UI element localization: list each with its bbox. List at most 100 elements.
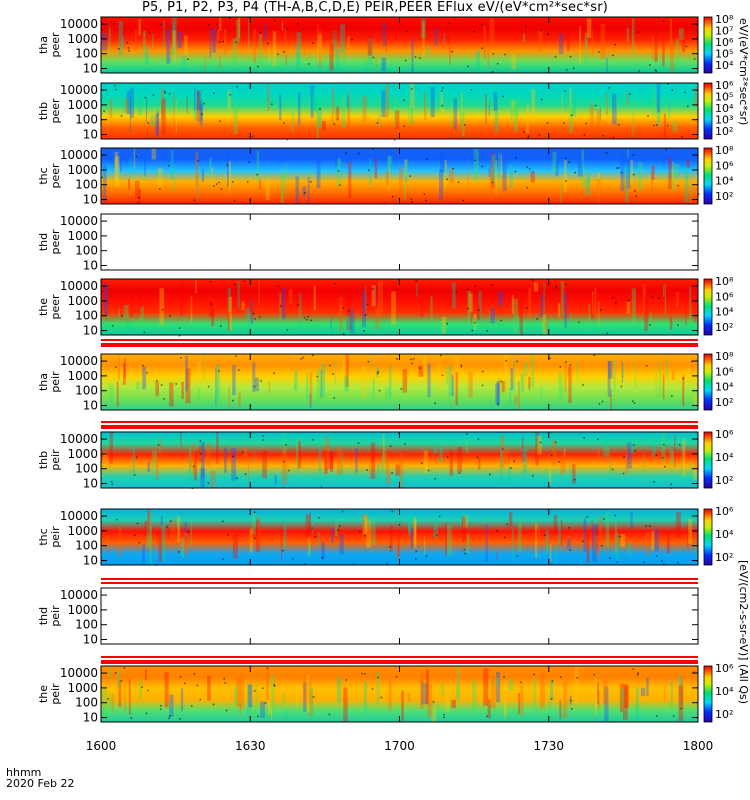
- x-tick-label: 1600: [86, 739, 117, 753]
- panel-label: tha: [37, 373, 50, 391]
- y-tick-label: 10000: [60, 509, 98, 523]
- panel-label: thb: [37, 451, 50, 469]
- colorbar-tick-label: 10⁴: [715, 381, 734, 394]
- panel-label: the: [37, 685, 50, 703]
- colorbar-units-label: eV/(eV*cm²*sec*sr): [737, 18, 750, 125]
- colorbar-thc-peir: [703, 508, 713, 566]
- panel-label: peir: [49, 683, 62, 705]
- y-tick-label: 100: [75, 244, 98, 258]
- y-tick-label: 10000: [60, 279, 98, 293]
- y-tick-label: 10000: [60, 588, 98, 602]
- colorbar-tick-label: 10⁵: [715, 91, 733, 104]
- colorbar-thb-peir: [703, 431, 713, 489]
- date-label: 2020 Feb 22: [6, 777, 75, 790]
- colorbar-tick-label: 10²: [715, 474, 733, 487]
- y-tick-label: 100: [75, 618, 98, 632]
- y-tick-label: 10: [83, 62, 98, 76]
- y-tick-label: 10: [83, 633, 98, 647]
- y-tick-label: 1000: [67, 603, 98, 617]
- colorbar-tick-label: 10²: [715, 125, 733, 138]
- colorbar-units-label: [eV/(cm2-s-sr-eV)] (All Qs): [737, 560, 750, 704]
- x-tick-label: 1630: [235, 739, 266, 753]
- colorbar-tick-label: 10²: [715, 190, 733, 203]
- y-tick-label: 1000: [67, 294, 98, 308]
- y-tick-label: 1000: [67, 369, 98, 383]
- panel-label: thd: [37, 607, 50, 625]
- panel-label: peir: [49, 526, 62, 548]
- colorbar-the-peer: [703, 278, 713, 336]
- colorbar-tick-label: 10⁴: [715, 59, 734, 72]
- panel-label: peer: [49, 163, 62, 189]
- y-tick-label: 10: [83, 711, 98, 725]
- y-tick-label: 1000: [67, 98, 98, 112]
- colorbar-tick-label: 10⁶: [715, 159, 734, 172]
- y-tick-label: 10: [83, 477, 98, 491]
- y-tick-label: 100: [75, 462, 98, 476]
- colorbar-tick-label: 10⁴: [715, 528, 734, 541]
- panel-label: thb: [37, 102, 50, 120]
- colorbar-tick-label: 10⁴: [715, 451, 734, 464]
- colorbar-thc-peer: [703, 147, 713, 205]
- colorbar-tick-label: 10⁶: [715, 36, 734, 49]
- y-tick-label: 10000: [60, 432, 98, 446]
- y-tick-label: 10: [83, 324, 98, 338]
- panel-label: thd: [37, 233, 50, 251]
- panel-label: peir: [49, 605, 62, 627]
- colorbar-tick-label: 10⁴: [715, 306, 734, 319]
- colorbar-tick-label: 10⁶: [715, 290, 734, 303]
- colorbar-tick-label: 10²: [715, 396, 733, 409]
- panel-label: thc: [37, 167, 50, 184]
- y-tick-label: 100: [75, 47, 98, 61]
- y-tick-label: 1000: [67, 229, 98, 243]
- y-tick-label: 10: [83, 259, 98, 273]
- y-tick-label: 1000: [67, 447, 98, 461]
- colorbar-tick-label: 10⁶: [715, 505, 734, 518]
- colorbar-tick-label: 10⁶: [715, 79, 734, 92]
- x-tick-label: 1730: [533, 739, 564, 753]
- colorbar-tha-peer: [703, 16, 713, 74]
- y-tick-label: 10: [83, 399, 98, 413]
- colorbar-tick-label: 10⁶: [715, 365, 734, 378]
- y-tick-label: 1000: [67, 32, 98, 46]
- colorbar-tick-label: 10²: [715, 708, 733, 721]
- panel-label: the: [37, 298, 50, 316]
- x-tick-label: 1700: [384, 739, 415, 753]
- y-tick-label: 10000: [60, 354, 98, 368]
- y-tick-label: 10000: [60, 214, 98, 228]
- x-tick-label: 1800: [683, 739, 714, 753]
- y-tick-label: 1000: [67, 163, 98, 177]
- panel-label: peer: [49, 294, 62, 320]
- colorbar-tick-label: 10²: [715, 551, 733, 564]
- y-tick-label: 100: [75, 696, 98, 710]
- panel-label: peir: [49, 371, 62, 393]
- y-tick-label: 10000: [60, 17, 98, 31]
- panel-label: thc: [37, 528, 50, 545]
- y-tick-label: 10: [83, 193, 98, 207]
- colorbar-tick-label: 10⁷: [715, 25, 733, 38]
- colorbar-tick-label: 10⁸: [715, 13, 734, 26]
- colorbar-tick-label: 10⁸: [715, 275, 734, 288]
- colorbar-tick-label: 10⁶: [715, 428, 734, 441]
- colorbar-tick-label: 10⁸: [715, 144, 734, 157]
- y-tick-label: 1000: [67, 681, 98, 695]
- panel-label: peer: [49, 98, 62, 124]
- panel-label: peir: [49, 449, 62, 471]
- colorbar-tick-label: 10³: [715, 114, 733, 127]
- y-tick-label: 1000: [67, 524, 98, 538]
- y-tick-label: 100: [75, 178, 98, 192]
- time-format-label: hhmm: [6, 766, 42, 779]
- colorbar-tick-label: 10⁵: [715, 48, 733, 61]
- colorbar-the-peir: [703, 665, 713, 723]
- colorbar-tick-label: 10⁴: [715, 102, 734, 115]
- y-tick-label: 10: [83, 128, 98, 142]
